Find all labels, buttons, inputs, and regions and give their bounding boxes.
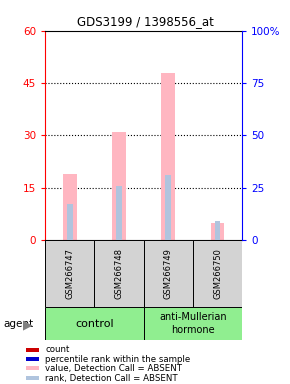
Bar [26, 366, 39, 370]
Bar [165, 175, 171, 240]
Text: count: count [46, 346, 70, 354]
Bar [161, 73, 175, 240]
Bar [211, 223, 224, 240]
Bar [116, 185, 122, 240]
Bar [94, 240, 144, 307]
Text: GSM266748: GSM266748 [114, 248, 124, 299]
Text: anti-Mullerian
hormone: anti-Mullerian hormone [159, 312, 227, 335]
Bar [63, 174, 77, 240]
Text: control: control [75, 318, 114, 329]
Text: rank, Detection Call = ABSENT: rank, Detection Call = ABSENT [46, 374, 178, 383]
Bar [26, 348, 39, 352]
Bar [67, 204, 72, 240]
Bar [112, 132, 126, 240]
Text: GDS3199 / 1398556_at: GDS3199 / 1398556_at [77, 15, 213, 28]
Text: ▶: ▶ [23, 318, 32, 331]
Bar [26, 376, 39, 380]
Text: GSM266749: GSM266749 [164, 248, 173, 299]
Text: GSM266750: GSM266750 [213, 248, 222, 299]
Bar [45, 307, 144, 340]
Text: agent: agent [3, 319, 33, 329]
Bar [45, 240, 94, 307]
Text: percentile rank within the sample: percentile rank within the sample [46, 354, 191, 364]
Text: value, Detection Call = ABSENT: value, Detection Call = ABSENT [46, 364, 182, 373]
Bar [144, 240, 193, 307]
Bar [144, 307, 242, 340]
Bar [215, 221, 220, 240]
Bar [26, 357, 39, 361]
Text: GSM266747: GSM266747 [65, 248, 74, 299]
Bar [193, 240, 242, 307]
